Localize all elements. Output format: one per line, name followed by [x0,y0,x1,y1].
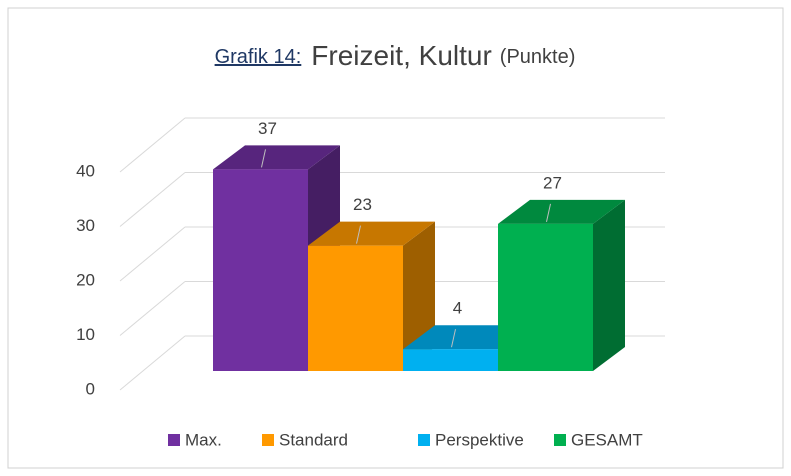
legend-label: GESAMT [571,430,643,449]
bar [213,169,308,371]
grid-line [119,226,186,282]
bar [498,223,593,371]
legend-label: Standard [279,430,348,449]
leader-line [451,329,456,348]
y-tick-label: 30 [76,216,95,235]
legend-label: Perspektive [435,430,524,449]
data-label: 27 [543,173,562,192]
grid-line [119,335,186,391]
legend-swatch [168,434,180,446]
title-prefix: Grafik 14: [215,46,302,68]
data-label: 23 [353,195,372,214]
y-tick-label: 0 [86,379,95,398]
bar [308,245,403,371]
leader-line [546,203,551,222]
bar-side [593,199,625,371]
grid-line [119,117,186,173]
bar [403,349,498,371]
legend-label: Max. [185,430,222,449]
title-suffix: (Punkte) [500,46,576,68]
bar-top [308,221,435,246]
grid-line [119,281,186,336]
legend-swatch [262,434,274,446]
bar-top [498,199,625,224]
y-tick-label: 20 [76,270,95,289]
y-tick-label: 10 [76,325,95,344]
bar-top [213,145,340,170]
grid-line [119,172,186,227]
leader-line [356,225,361,244]
chart-title-group: Grafik 14: Freizeit, Kultur (Punkte) [215,40,576,71]
data-label: 4 [453,299,462,318]
y-tick-label: 40 [76,161,95,180]
legend-swatch [554,434,566,446]
data-label: 37 [258,119,277,138]
chart-title: Freizeit, Kultur [311,40,492,71]
leader-line [261,149,266,168]
legend-swatch [418,434,430,446]
